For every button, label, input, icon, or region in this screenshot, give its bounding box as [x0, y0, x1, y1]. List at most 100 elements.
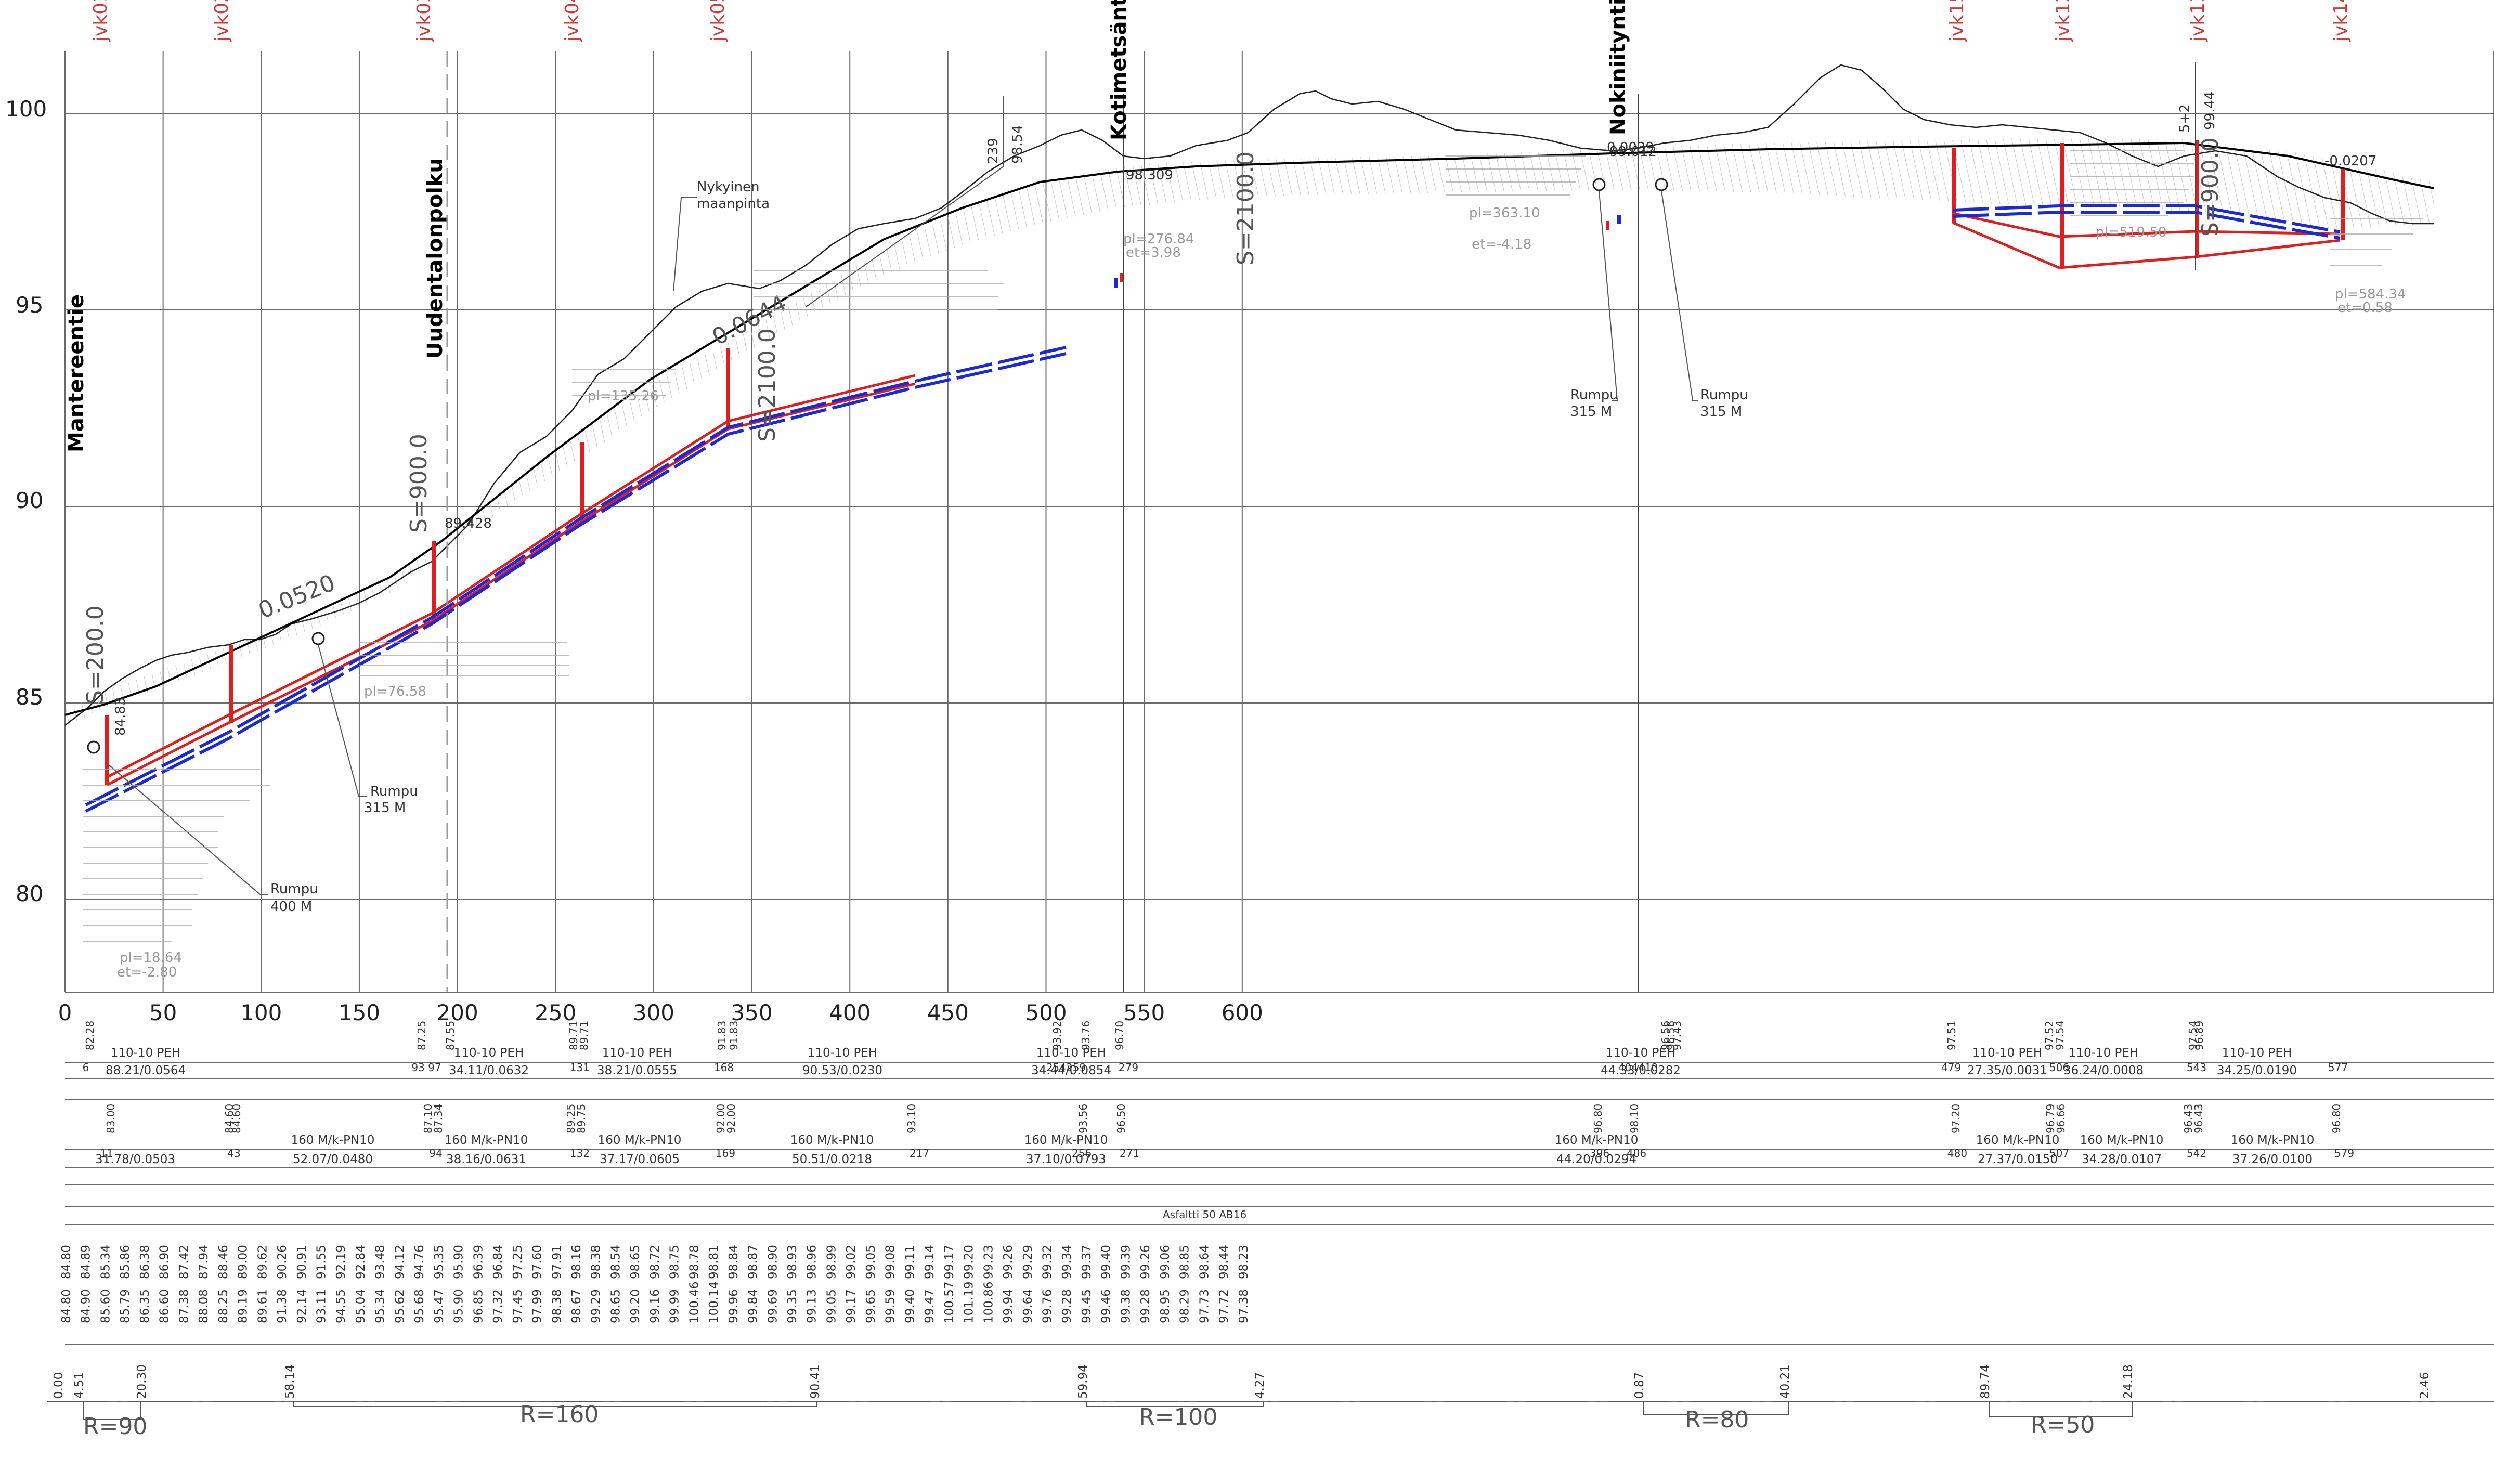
peh-station-number: 577 [2328, 1061, 2348, 1074]
curve-band [47, 1401, 2434, 1420]
peh-span-label: 110-10 PEH [808, 1046, 877, 1060]
pvc-station-number: 579 [2334, 1147, 2354, 1160]
ground-height-value: 86.35 [138, 1289, 152, 1323]
road-name: Nokiniityntie [1606, 0, 1630, 135]
ground-height-value: 99.35 [786, 1289, 799, 1323]
pvc-span-label: 160 M/k-PN10 [1976, 1134, 2060, 1147]
culvert-circle [1592, 178, 1606, 191]
peh-span-value: 36.24/0.0008 [2063, 1064, 2144, 1077]
peh-pipe [105, 140, 2345, 787]
peh-height: 89.71 [578, 1021, 590, 1050]
asphalt-label: Asfaltti 50 AB16 [1163, 1208, 1246, 1221]
slope-label: -0.0207 [2324, 153, 2376, 169]
peh-height: 96.70 [1113, 1021, 1126, 1050]
ground-height-value: 96.85 [472, 1289, 485, 1323]
x-tick-label: 400 [829, 1000, 871, 1025]
chainage-labels: jvk01 jvk02 jvk03 jvk04 jvk05 jvk15 jvk1… [90, 0, 2352, 42]
ground-label: maanpinta [697, 196, 770, 212]
peh-height: 82.28 [84, 1021, 96, 1050]
ground-height-value: 99.38 [1119, 1289, 1133, 1323]
pvc-span-value: 52.07/0.0480 [293, 1153, 373, 1166]
road-height-value: 87.42 [177, 1245, 191, 1279]
road-height-value: 92.84 [354, 1245, 368, 1279]
peh-span-label: 110-10 PEH [111, 1046, 180, 1060]
pvc-height: 96.66 [2055, 1104, 2067, 1134]
ground-height-value: 99.17 [845, 1289, 858, 1323]
road-height-value: 99.23 [982, 1245, 995, 1279]
road-height-value: 98.90 [766, 1245, 780, 1279]
road-height-value: 86.90 [158, 1245, 172, 1279]
ground-height-value: 94.55 [334, 1289, 348, 1323]
ground-height-value: 97.45 [511, 1289, 525, 1323]
peh-height: 97.52 [2043, 1021, 2056, 1050]
peh-height: 97.43 [1671, 1021, 1683, 1050]
pvc-height: 93.10 [905, 1104, 918, 1134]
ground-point-label: et=3.98 [1126, 245, 1181, 261]
ground-height-value: 97.99 [531, 1289, 544, 1323]
peh-station-number: 279 [1119, 1061, 1138, 1074]
ground-height-value: 98.65 [609, 1289, 622, 1323]
pvc-station-number: 217 [910, 1147, 929, 1160]
pvc-height: 96.80 [1592, 1104, 1604, 1134]
pvc-span-value: 37.10/0.0793 [1026, 1153, 1106, 1166]
road-height-value: 98.81 [707, 1245, 721, 1279]
ground-height-value: 95.90 [452, 1289, 466, 1323]
road-height-value: 95.35 [433, 1245, 446, 1279]
y-tick-label: 85 [16, 684, 43, 710]
pvc-span-label: 160 M/k-PN10 [445, 1134, 528, 1147]
road-names: Mantereentie Uudentalonpolku Kotimetsänt… [64, 0, 1630, 452]
pvc-height: 98.10 [1628, 1104, 1641, 1134]
road-height-value: 99.40 [1100, 1245, 1113, 1279]
ground-survey-stacks [83, 150, 2423, 942]
ground-height-value: 97.72 [1217, 1289, 1231, 1323]
peh-height: 87.55 [444, 1021, 457, 1050]
pvc-height: 96.79 [2044, 1104, 2057, 1134]
pvc-station-number: 542 [2187, 1147, 2206, 1160]
peh-station-number: 93 97 [411, 1061, 441, 1074]
y-tick-label: 90 [16, 488, 43, 513]
ground-height-value: 99.40 [903, 1289, 917, 1323]
pvc-station-number: 169 [716, 1147, 735, 1160]
chainage-label: jvk05 [707, 0, 729, 42]
ground-height-value: 85.60 [99, 1289, 112, 1323]
culvert-label: Rumpu [1570, 387, 1618, 403]
peh-station-number: 254259 [1046, 1061, 1086, 1074]
vc-label: S=2100.0 [1232, 151, 1259, 265]
vc-label: S=900.0 [2197, 137, 2224, 237]
culvert-circle [1655, 178, 1668, 191]
pvc-station-number: 271 [1120, 1147, 1139, 1160]
curve-stations: 0.00 4.51 20.30 58.14 90.41 59.94 4.27 0.87 40.2… [52, 1364, 2432, 1399]
culvert-size: 315 M [1570, 404, 1612, 420]
road-height-value: 87.94 [197, 1245, 211, 1279]
ground-height-value: 98.29 [1178, 1289, 1192, 1323]
peh-station-number: 506 [2049, 1061, 2069, 1074]
existing-ground-line [64, 64, 2434, 726]
peh-span-value: 34.25/0.0190 [2217, 1064, 2297, 1077]
peh-height: 96.56 [1665, 1021, 1677, 1050]
road-height-value: 99.26 [1002, 1245, 1015, 1279]
curve-station-value: 90.41 [809, 1364, 822, 1399]
ground-height-value: 99.59 [884, 1289, 898, 1323]
curve-station-value: 0.00 [52, 1372, 66, 1399]
height-label: 98.309 [1126, 167, 1173, 183]
pvc-span-label: 160 M/k-PN10 [1555, 1134, 1639, 1147]
road-height-value: 84.89 [80, 1245, 93, 1279]
ground-point-label: et=-4.18 [1472, 237, 1531, 252]
culvert-markers [87, 178, 1668, 754]
road-height-value: 84.80 [60, 1245, 73, 1279]
pvc-span-value: 37.17/0.0605 [600, 1153, 680, 1166]
vc-label: S=200.0 [82, 605, 109, 705]
ground-point-label: pl=363.10 [1469, 205, 1540, 221]
road-height-value: 94.12 [393, 1245, 407, 1279]
y-tick-label: 95 [16, 292, 43, 318]
curve-station-value: 59.94 [1076, 1364, 1090, 1399]
curve-radius: R=100 [1139, 1404, 1217, 1430]
peh-station-number: 479 [1941, 1061, 1961, 1074]
ground-height-value: 89.61 [256, 1289, 269, 1323]
pvc-station-number: 132 [570, 1147, 590, 1160]
ground-height-value: 87.38 [177, 1289, 191, 1323]
pvc-span-label: 160 M/k-PN10 [790, 1134, 874, 1147]
road-height-value: 99.32 [1041, 1245, 1055, 1279]
road-height-value: 91.55 [315, 1245, 328, 1279]
pvc-station-number: 396 [1590, 1147, 1609, 1160]
